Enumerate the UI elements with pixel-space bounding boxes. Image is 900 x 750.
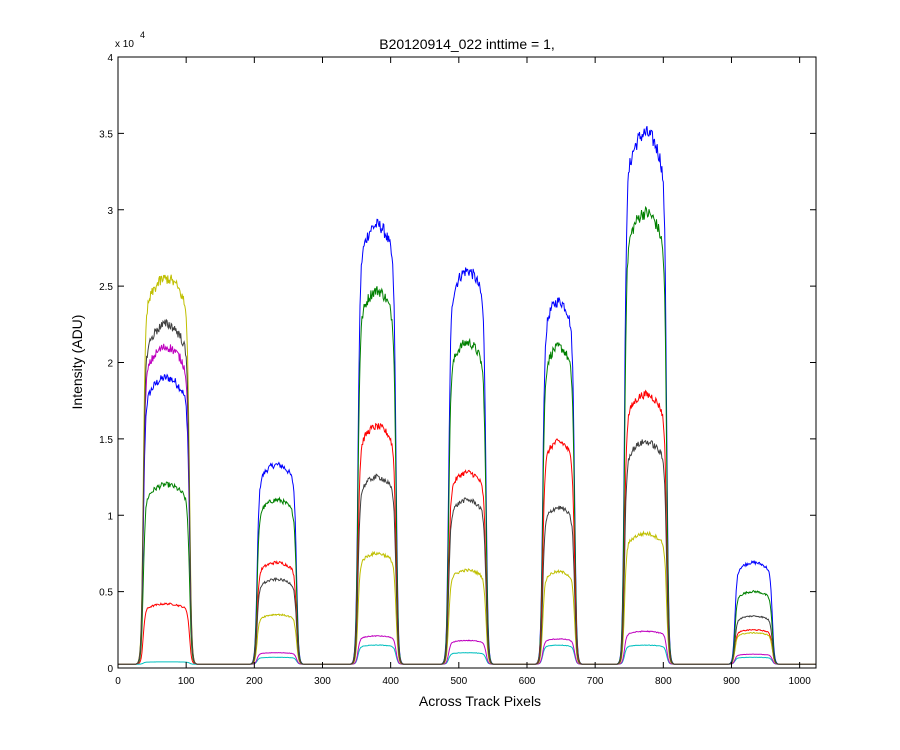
series-layer <box>118 126 816 665</box>
y-tick-label: 4 <box>107 53 113 64</box>
plot-area <box>118 57 816 668</box>
x-tick-label: 600 <box>519 676 536 687</box>
x-tick-label: 300 <box>314 676 331 687</box>
x-tick-label: 400 <box>382 676 399 687</box>
chart-title: B20120914_022 inttime = 1, <box>379 36 555 52</box>
y-tick-label: 2.5 <box>99 282 113 293</box>
y-tick-label: 1 <box>107 511 113 522</box>
y-axis: 0 0.5 1 1.5 2 2.5 3 3.5 4 <box>99 53 816 675</box>
y-tick-label: 2 <box>107 359 113 370</box>
y-axis-label: Intensity (ADU) <box>69 315 85 410</box>
x-axis: 0 100 200 300 400 500 600 700 800 900 1000 <box>115 57 811 687</box>
x-tick-label: 100 <box>178 676 195 687</box>
y-tick-label: 0 <box>107 664 113 675</box>
x-axis-label: Across Track Pixels <box>419 693 541 709</box>
y-tick-label: 3.5 <box>99 129 113 140</box>
y-multiplier-exponent: 4 <box>140 30 145 40</box>
x-tick-label: 900 <box>723 676 740 687</box>
x-tick-label: 200 <box>246 676 263 687</box>
x-tick-label: 800 <box>655 676 672 687</box>
y-tick-label: 3 <box>107 206 113 217</box>
x-tick-label: 1000 <box>789 676 812 687</box>
x-tick-label: 500 <box>450 676 467 687</box>
series-line <box>118 318 816 665</box>
y-tick-label: 1.5 <box>99 435 113 446</box>
y-multiplier-label: x 10 <box>115 39 134 50</box>
x-tick-label: 0 <box>115 676 121 687</box>
y-tick-label: 0.5 <box>99 588 113 599</box>
x-tick-label: 700 <box>587 676 604 687</box>
